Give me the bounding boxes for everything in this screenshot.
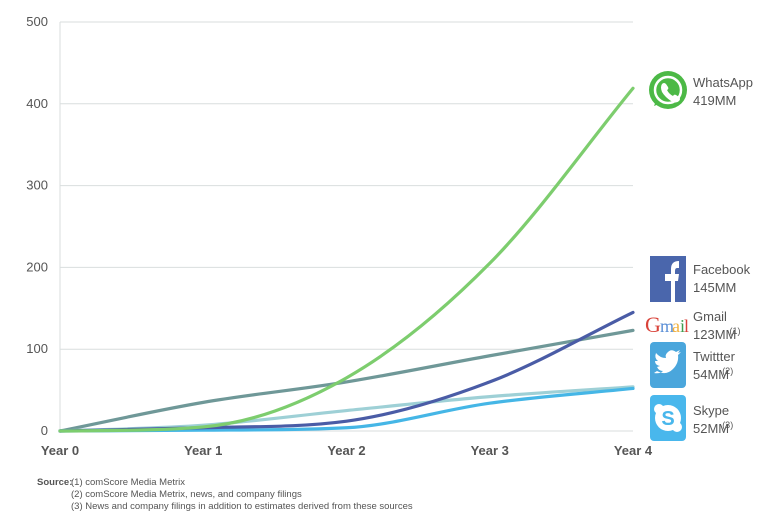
x-tick-label: Year 1 — [184, 443, 222, 458]
svg-text:i: i — [680, 316, 685, 336]
series-label-name: Skype — [693, 403, 729, 418]
series-label-footnote: (2) — [722, 366, 733, 376]
svg-text:S: S — [661, 408, 674, 430]
series-label-value: 145MM — [693, 280, 736, 295]
svg-text:a: a — [672, 316, 680, 336]
y-tick-label: 0 — [41, 423, 48, 438]
skype-icon: S — [650, 395, 686, 441]
x-tick-label: Year 3 — [471, 443, 509, 458]
series-label-value: 52MM — [693, 421, 729, 436]
x-axis: Year 0 Year 1 Year 2 Year 3 Year 4 — [41, 443, 653, 458]
series-label-name: Gmail — [693, 309, 727, 324]
whatsapp-icon — [649, 71, 687, 109]
series-label-value: 54MM — [693, 367, 729, 382]
source-note-2: (2) comScore Media Metrix, news, and com… — [71, 489, 302, 500]
twitter-icon — [650, 342, 686, 388]
svg-text:m: m — [660, 316, 674, 336]
y-tick-label: 400 — [26, 96, 48, 111]
series-label-value: 123MM — [693, 327, 736, 342]
source-note-1: (1) comScore Media Metrix — [71, 477, 185, 488]
series-label-value: 419MM — [693, 93, 736, 108]
facebook-icon — [650, 256, 686, 302]
source-notes: Source: (1) comScore Media Metrix (2) co… — [37, 477, 413, 512]
y-tick-label: 200 — [26, 259, 48, 274]
series-label-footnote: (1) — [730, 326, 741, 336]
y-tick-label: 300 — [26, 178, 48, 193]
series-line-whatsapp — [58, 86, 635, 433]
y-tick-label: 500 — [26, 14, 48, 29]
series-label-name: Facebook — [693, 262, 751, 277]
source-title: Source: — [37, 477, 72, 488]
series-label-footnote: (3) — [722, 420, 733, 430]
y-axis: 0 100 200 300 400 500 — [26, 14, 61, 438]
x-tick-label: Year 0 — [41, 443, 79, 458]
series-label-name: WhatsApp — [693, 75, 753, 90]
series-line-twittter — [58, 385, 635, 433]
svg-text:G: G — [645, 312, 661, 337]
x-tick-label: Year 4 — [614, 443, 653, 458]
x-tick-label: Year 2 — [327, 443, 365, 458]
svg-text:l: l — [684, 316, 689, 336]
y-tick-label: 100 — [26, 341, 48, 356]
series-lines — [58, 86, 635, 433]
gridlines — [60, 21, 633, 432]
series-label-name: Twittter — [693, 349, 736, 364]
series-line-gmail — [58, 328, 635, 433]
source-note-3: (3) News and company filings in addition… — [71, 501, 413, 512]
